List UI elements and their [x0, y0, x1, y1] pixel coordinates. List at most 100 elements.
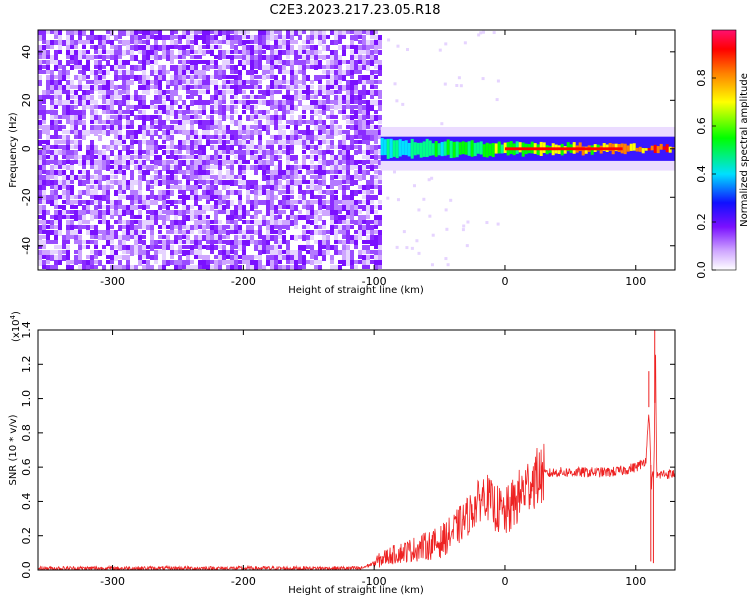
spectrogram-noise-cell [258, 230, 262, 236]
spectrogram-noise-cell [362, 200, 366, 204]
spectrogram-noise-cell [230, 40, 234, 46]
spectrogram-noise-cell [218, 65, 222, 70]
spectrogram-noise-cell [226, 170, 230, 176]
spectrogram-noise-cell [158, 105, 162, 110]
spectrogram-noise-cell [82, 120, 86, 125]
spectrogram-noise-cell [58, 90, 62, 96]
spectrogram-noise-cell [338, 145, 342, 149]
spectrogram-noise-cell [354, 105, 358, 109]
spectrogram-noise-cell [202, 150, 206, 155]
spectrogram-noise-cell [194, 80, 198, 85]
spectrogram-noise-cell [122, 170, 126, 175]
spectrogram-noise-cell [330, 205, 334, 210]
spectrogram-noise-cell [282, 45, 286, 49]
spectrogram-noise-cell [250, 260, 254, 265]
spectrogram-noise-cell [330, 40, 334, 45]
spectrogram-noise-cell [170, 105, 174, 111]
spectrogram-noise-cell [206, 190, 210, 195]
spectrogram-noise-cell [314, 240, 318, 244]
spectrogram-noise-cell [82, 205, 86, 211]
spectrogram-noise-cell [322, 140, 326, 144]
spectrogram-noise-cell [230, 85, 234, 89]
spectrogram-noise-cell [130, 80, 134, 85]
spectrogram-noise-cell [78, 135, 82, 139]
spectrogram-noise-cell [270, 245, 274, 251]
spectrogram-noise-cell [370, 75, 374, 81]
spectrogram-noise-cell [106, 145, 110, 151]
spectrogram-noise-cell [258, 100, 262, 105]
spectrogram-noise-cell [114, 70, 118, 75]
spectrogram-noise-cell [294, 155, 298, 160]
spectrogram-noise-cell [242, 170, 246, 174]
spectrogram-noise-cell [254, 180, 258, 186]
spectrogram-noise-cell [90, 215, 94, 221]
spectrogram-noise-cell [186, 260, 190, 266]
spectrogram-noise-cell [74, 200, 78, 204]
spectrogram-noise-cell [114, 110, 118, 114]
spectrogram-noise-cell [214, 210, 218, 216]
spectrogram-noise-cell [178, 155, 182, 159]
spectrogram-noise-cell [90, 210, 94, 215]
spectrogram-noise-cell [266, 190, 270, 196]
spectrogram-noise-cell [262, 95, 266, 99]
spectrogram-noise-cell [222, 130, 226, 136]
spectrogram-noise-cell [290, 180, 294, 185]
spectrogram-noise-cell [54, 230, 58, 235]
spectrogram-noise-cell [42, 225, 46, 231]
spectrogram-noise-cell [254, 70, 258, 74]
spectrogram-noise-cell [62, 75, 66, 81]
spectrogram-noise-cell [166, 245, 170, 250]
spectrogram-noise-cell [190, 100, 194, 106]
spectrogram-noise-cell [366, 255, 370, 261]
spectrogram-noise-cell [250, 40, 254, 44]
spectrogram-noise-cell [170, 260, 174, 265]
spectrogram-noise-cell [334, 75, 338, 80]
spectrogram-noise-cell [50, 230, 54, 235]
spectrogram-noise-cell [274, 235, 278, 241]
spectrogram-noise-cell [102, 45, 106, 50]
spectrogram-noise-cell [38, 95, 42, 100]
spectrogram-noise-cell [130, 185, 134, 190]
spectrogram-x-label: Height of straight line (km) [288, 285, 424, 296]
spectrogram-noise-cell [158, 235, 162, 239]
spectrogram-noise-cell [270, 100, 274, 106]
spectrogram-noise-cell [378, 65, 382, 70]
spectrogram-noise-cell [294, 30, 298, 36]
spectrogram-noise-cell [66, 175, 70, 180]
spectrogram-noise-cell [158, 240, 162, 244]
spectrogram-noise-cell [246, 50, 250, 56]
spectrogram-noise-cell [58, 120, 62, 124]
spectrogram-noise-cell [162, 70, 166, 76]
spectrogram-noise-cell [322, 70, 326, 74]
spectrogram-noise-cell [350, 190, 354, 195]
spectrogram-noise-cell [290, 140, 294, 145]
spectrogram-noise-cell [162, 220, 166, 226]
spectrogram-noise-cell [38, 215, 42, 219]
spectrogram-noise-cell [74, 150, 78, 156]
spectrogram-noise-cell [226, 235, 230, 239]
spectrogram-noise-cell [330, 125, 334, 131]
spectrogram-noise-cell [178, 185, 182, 190]
spectrogram-noise-cell [258, 210, 262, 214]
spectrogram-noise-cell [58, 205, 62, 209]
spectrogram-noise-cell [186, 40, 190, 46]
spectrogram-noise-cell [166, 260, 170, 266]
spectrogram-noise-cell [302, 195, 306, 201]
spectrogram-noise-cell [362, 185, 366, 190]
spectrogram-noise-cell [314, 75, 318, 81]
spectrogram-noise-cell [70, 155, 74, 159]
spectrogram-noise-cell [110, 210, 114, 215]
spectrogram-noise-cell [174, 55, 178, 59]
spectrogram-noise-cell [338, 170, 342, 174]
spectrogram-noise-cell [98, 180, 102, 185]
spectrogram-noise-cell [242, 140, 246, 145]
spectrogram-noise-cell [266, 140, 270, 146]
spectrogram-noise-cell [74, 30, 78, 35]
spectrogram-noise-cell [262, 40, 266, 46]
spectrogram-noise-cell [86, 260, 90, 266]
spectrogram-noise-cell [270, 120, 274, 125]
spectrogram-noise-cell [258, 220, 262, 226]
spectrogram-noise-cell [358, 60, 362, 64]
spectrogram-noise-cell [250, 190, 254, 194]
spectrogram-noise-cell [122, 240, 126, 245]
